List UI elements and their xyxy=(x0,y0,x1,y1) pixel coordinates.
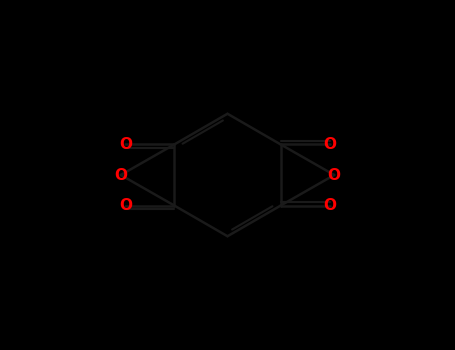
Text: O: O xyxy=(119,198,132,213)
Text: O: O xyxy=(119,137,132,152)
Text: O: O xyxy=(114,168,127,182)
Text: O: O xyxy=(323,137,336,152)
Text: O: O xyxy=(328,168,341,182)
Text: O: O xyxy=(323,198,336,213)
